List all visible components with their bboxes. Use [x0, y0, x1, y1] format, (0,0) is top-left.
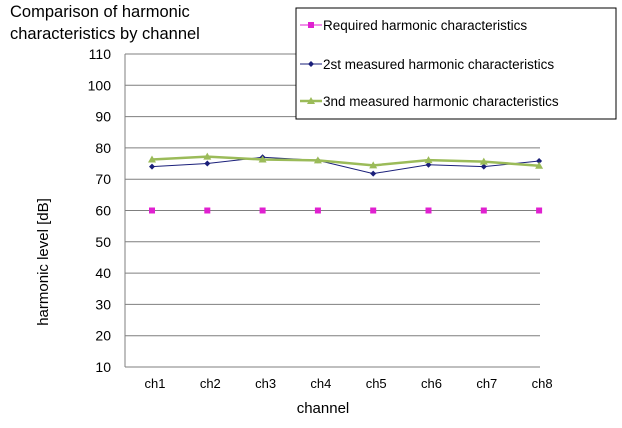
x-tick-label: ch8 [532, 376, 553, 391]
data-point [425, 207, 432, 214]
chart-title-line-2: characteristics by channel [10, 25, 200, 43]
y-tick-label: 40 [95, 265, 111, 281]
legend-marker [308, 22, 314, 28]
x-axis-label: channel [297, 400, 350, 417]
data-point [258, 155, 267, 163]
series-line [151, 156, 540, 175]
x-tick-label: ch1 [145, 376, 166, 391]
y-axis-label: harmonic level [dB] [35, 198, 52, 326]
y-tick-label: 70 [95, 171, 111, 187]
y-tick-label: 30 [95, 296, 111, 312]
y-tick-label: 10 [95, 359, 111, 375]
legend-item-2: 2st measured harmonic characteristics [300, 57, 554, 72]
y-tick-label: 80 [95, 140, 111, 156]
data-point [479, 157, 488, 165]
x-tick-label: ch7 [476, 376, 497, 391]
legend-label: 3nd measured harmonic characteristics [323, 94, 559, 109]
series-1 [149, 207, 543, 214]
x-tick-label: ch4 [310, 376, 331, 391]
data-point [204, 160, 211, 167]
y-tick-label: 20 [95, 328, 111, 344]
legend-item-1: Required harmonic characteristics [300, 18, 527, 33]
data-point [536, 207, 543, 214]
data-point [148, 155, 156, 163]
y-tick-label: 100 [88, 77, 112, 93]
data-point [314, 207, 321, 214]
x-tick-label: ch5 [366, 376, 387, 391]
y-tick-label: 50 [95, 234, 111, 250]
data-point [204, 207, 211, 214]
y-tick-labels: 10 20 30 40 50 60 70 80 90 100 110 [88, 46, 112, 375]
data-point [535, 161, 544, 169]
legend-label: 2st measured harmonic characteristics [323, 57, 554, 72]
series-3 [148, 152, 544, 169]
data-point [259, 207, 266, 214]
data-point [370, 170, 377, 177]
data-point [424, 156, 433, 164]
y-tick-label: 90 [95, 109, 111, 125]
data-point [313, 156, 322, 164]
x-tick-label: ch2 [200, 376, 221, 391]
chart-title-line-1: Comparison of harmonic [10, 3, 190, 21]
legend-label: Required harmonic characteristics [323, 18, 527, 33]
data-point [369, 161, 378, 169]
data-point [149, 163, 155, 170]
data-point [149, 207, 155, 214]
legend-box [295, 7, 617, 120]
chart-title: Comparison of harmonic characteristics b… [10, 3, 200, 43]
data-point [370, 207, 377, 214]
data-point [536, 158, 543, 165]
legend-item-3: 3nd measured harmonic characteristics [300, 94, 559, 109]
x-tick-labels: ch1 ch2 ch3 ch4 ch5 ch6 ch7 ch8 [145, 376, 553, 391]
data-point [425, 161, 432, 168]
x-tick-label: ch3 [255, 376, 276, 391]
legend-marker [307, 97, 315, 104]
series-line [151, 155, 540, 167]
y-tick-label: 60 [95, 203, 111, 219]
series-layer [148, 152, 544, 214]
y-tick-label: 110 [89, 46, 112, 62]
legend-marker [308, 61, 314, 67]
data-point [480, 163, 487, 170]
data-point [203, 152, 212, 160]
legend: Required harmonic characteristics 2st mea… [295, 7, 617, 120]
data-point [480, 207, 487, 214]
x-tick-label: ch6 [421, 376, 442, 391]
